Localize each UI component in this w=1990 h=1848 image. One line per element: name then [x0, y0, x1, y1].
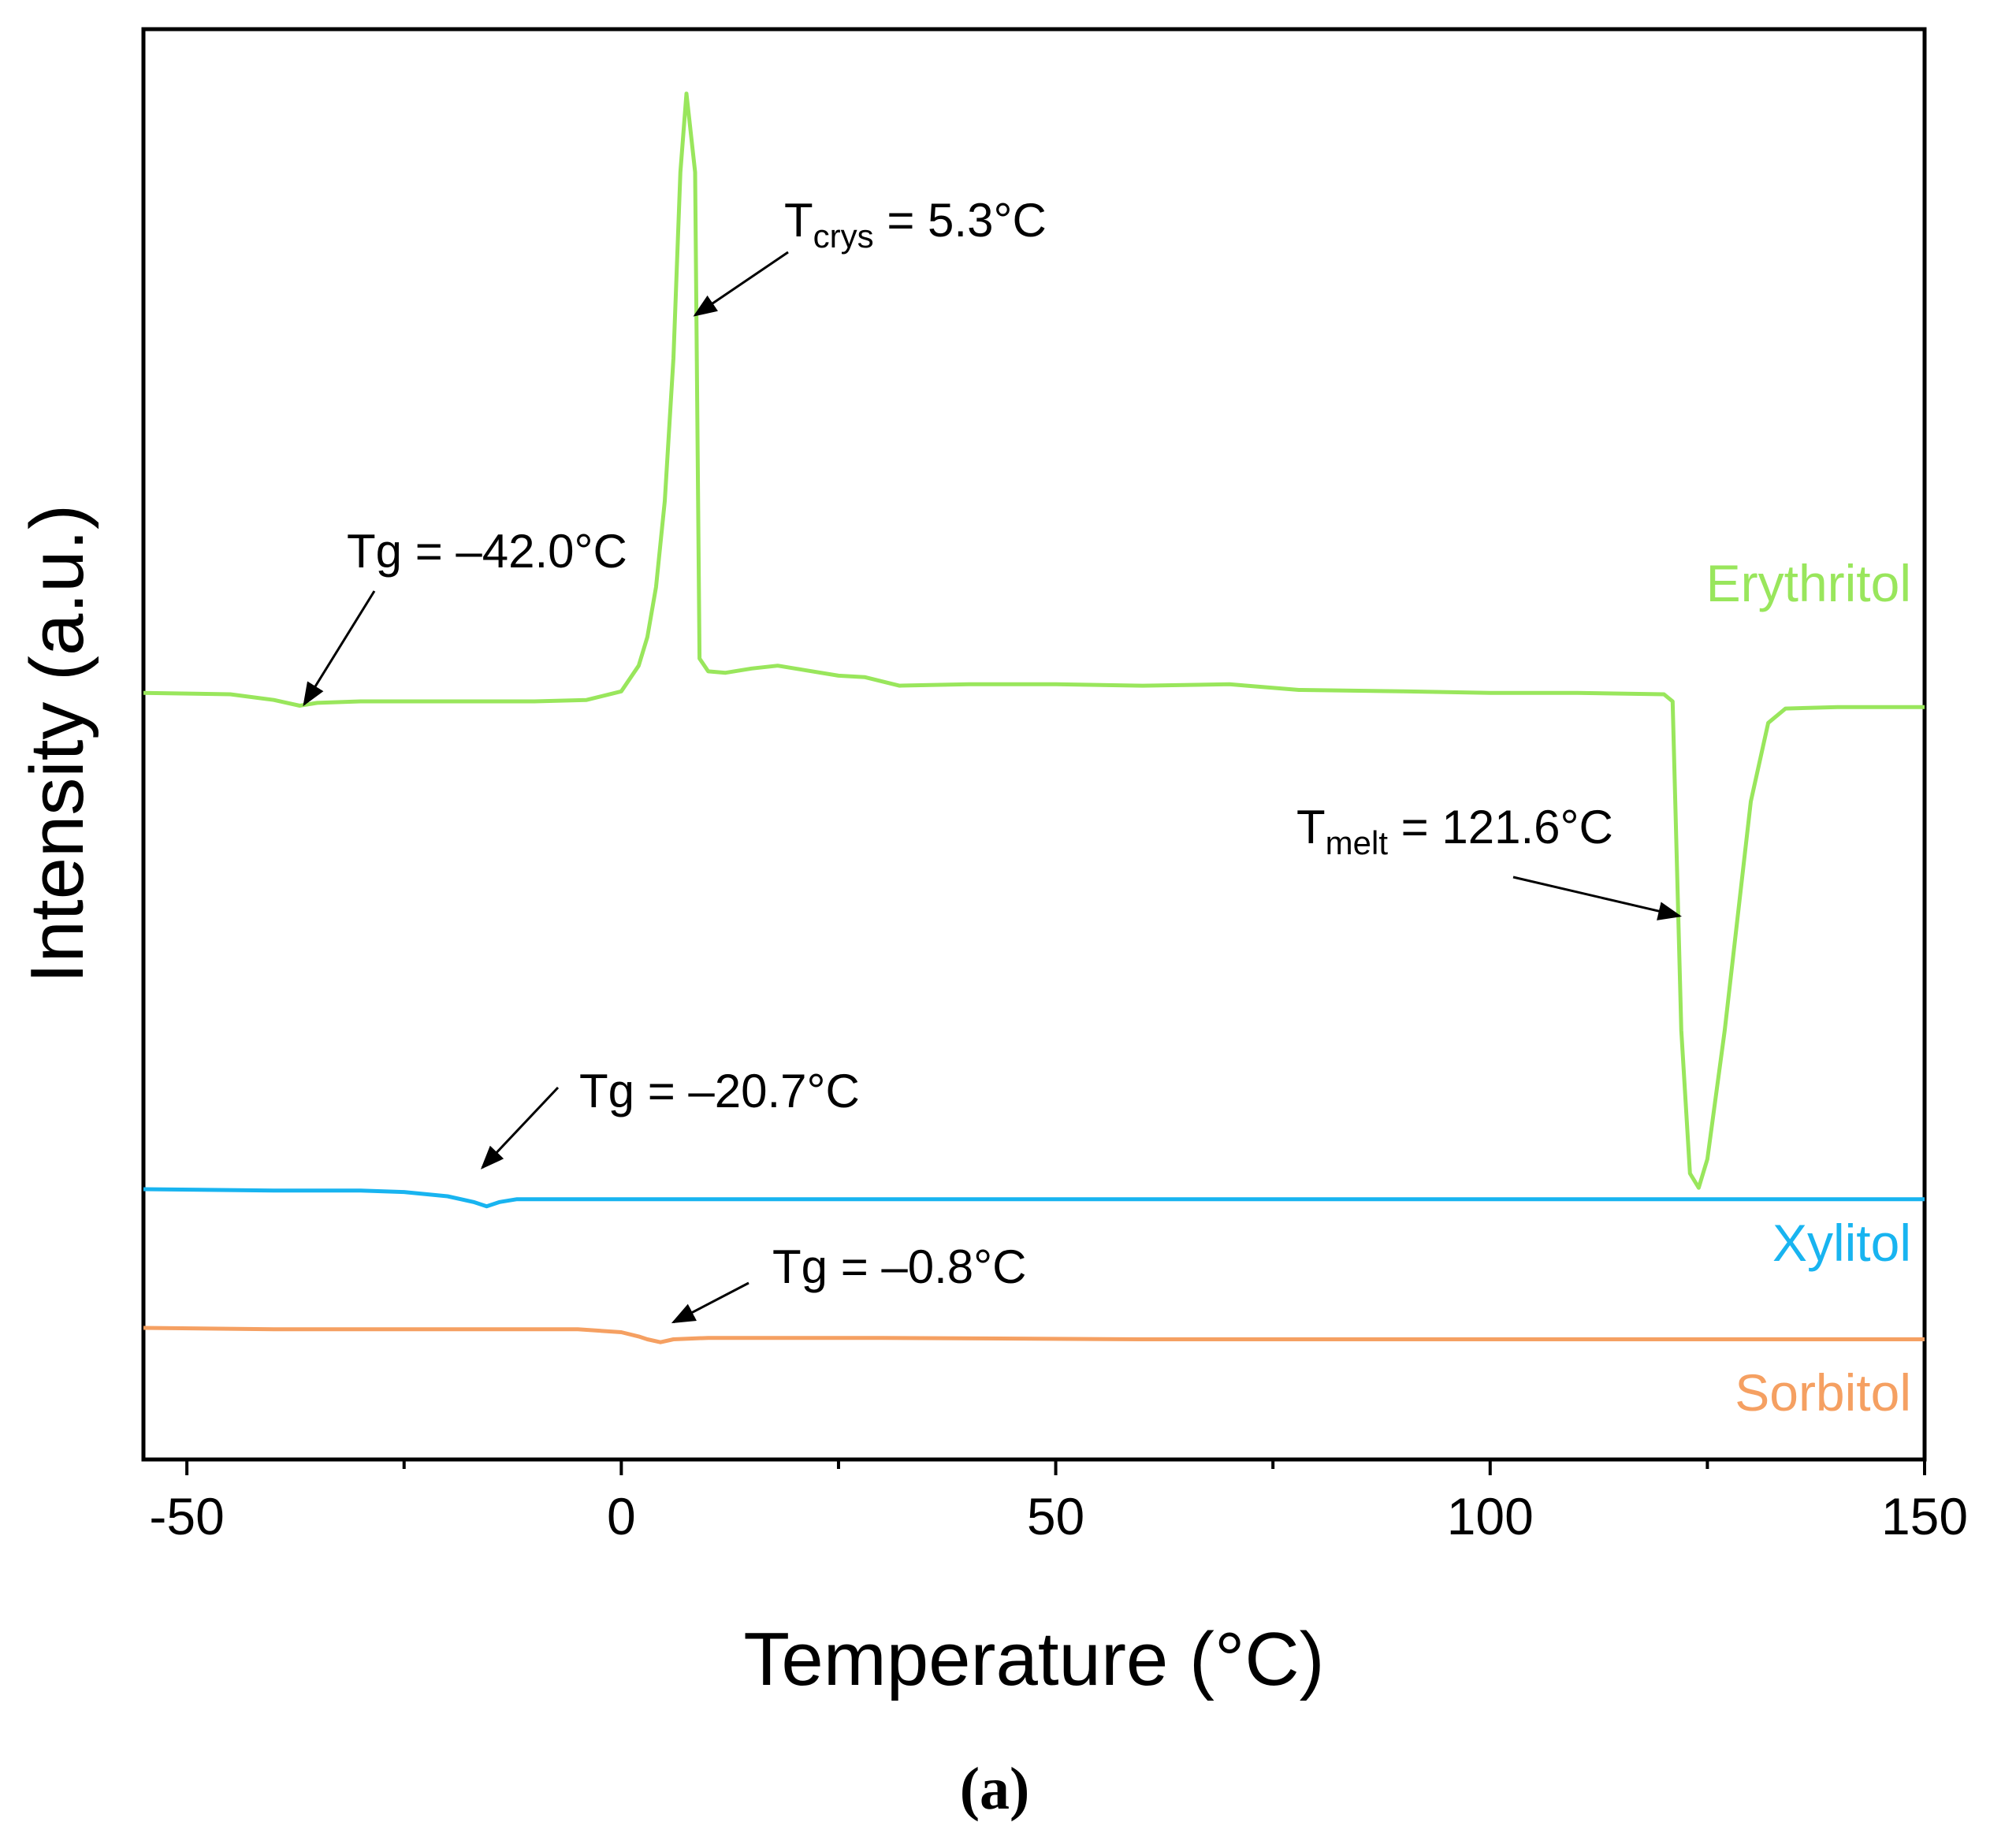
x-axis-ticks: -50 0 50 100 150: [149, 1459, 1968, 1545]
arrow-tcrys: [693, 251, 789, 317]
x-tick-label: 150: [1881, 1487, 1968, 1545]
annotation-tmelt: Tmelt = 121.6°C: [1296, 801, 1613, 861]
arrow-tmelt: [1512, 876, 1683, 920]
annotation-tg-sorbitol: Tg = –0.8°C: [772, 1240, 1027, 1293]
panel-label: (a): [960, 1756, 1030, 1822]
series-label-erythritol: Erythritol: [1706, 554, 1911, 612]
x-axis-title: Temperature (°C): [743, 1617, 1324, 1701]
plot-frame: [141, 27, 1927, 1462]
series-line-sorbitol: [143, 1326, 1925, 1344]
series-line-erythritol: [143, 91, 1925, 1190]
annotation-tcrys: Tcrys = 5.3°C: [784, 194, 1047, 255]
x-tick-label: 50: [1027, 1487, 1084, 1545]
arrow-tg-sorbitol: [671, 1281, 750, 1324]
x-tick-label: 0: [607, 1487, 636, 1545]
annotation-tg-erythritol: Tg = –42.0°C: [347, 525, 627, 578]
x-tick-label: -50: [149, 1487, 224, 1545]
y-axis-title: Intensity (a.u.): [15, 504, 99, 983]
x-tick-label: 100: [1447, 1487, 1534, 1545]
series-label-sorbitol: Sorbitol: [1735, 1363, 1911, 1422]
series-line-xylitol: [143, 1187, 1925, 1209]
arrow-tg-xylitol: [480, 1086, 560, 1169]
arrow-tg-erythritol: [303, 590, 376, 707]
series-label-xylitol: Xylitol: [1772, 1214, 1911, 1272]
annotation-tg-xylitol: Tg = –20.7°C: [579, 1065, 860, 1117]
